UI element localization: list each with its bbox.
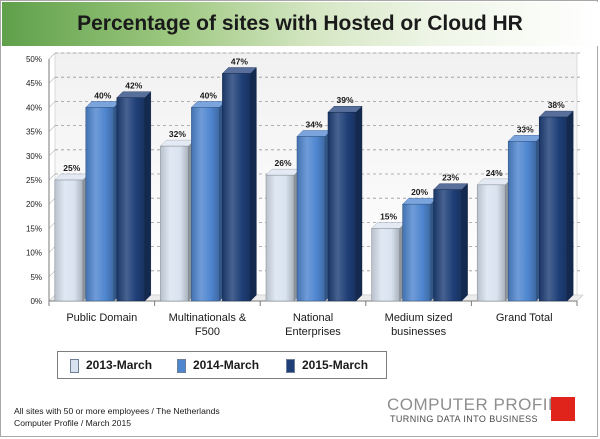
x-category-label: businesses: [391, 326, 447, 338]
bar-top-2014-March: [296, 130, 332, 137]
y-tick-label: 10%: [26, 249, 42, 258]
bar-top-2013-March: [476, 178, 512, 186]
x-category-label: Grand Total: [496, 312, 553, 324]
legend-swatch-2014: [177, 359, 186, 373]
bar-top-2015-March: [116, 91, 152, 98]
bar-2015-March: [433, 189, 462, 302]
gridline-side: [48, 270, 56, 278]
y-tick-label: 35%: [26, 128, 42, 137]
brand-square-icon: [551, 397, 575, 421]
bar-2015-March: [538, 116, 568, 302]
bar-2013-March: [371, 228, 400, 302]
bar-2013-March: [476, 184, 506, 302]
bar-top-2015-March: [433, 183, 469, 190]
legend-label-2014: 2014-March: [193, 358, 260, 372]
data-label: 23%: [442, 173, 459, 183]
data-label: 47%: [231, 57, 248, 67]
label-layer: 25% 40% 42% Public Domain 32% 40% 47% Multinati…: [63, 57, 565, 338]
y-tick-label: 25%: [26, 176, 42, 185]
footnote: All sites with 50 or more employees / Th…: [14, 405, 220, 429]
y-tick-label: 40%: [26, 103, 42, 112]
data-label: 42%: [125, 81, 142, 91]
brand-name: COMPUTER PROFILE: [387, 395, 570, 414]
bar-top-2014-March: [402, 197, 438, 205]
bar-top-2015-March: [221, 67, 257, 74]
x-category-label: Enterprises: [285, 326, 341, 338]
bar-side-2015-March: [567, 110, 574, 302]
data-label: 38%: [548, 100, 565, 110]
brand-tagline: TURNING DATA INTO BUSINESS: [390, 414, 538, 424]
data-label: 32%: [169, 129, 186, 139]
data-label: 33%: [517, 124, 534, 134]
bar-2014-March: [296, 136, 326, 302]
bar-side-2015-March: [144, 91, 152, 302]
legend-label-2015: 2015-March: [302, 358, 369, 372]
data-label: 20%: [411, 187, 428, 197]
gridline-side: [48, 222, 56, 229]
data-label: 26%: [274, 158, 291, 168]
bar-side-2015-March: [250, 67, 257, 302]
title-band: Percentage of sites with Hosted or Cloud…: [2, 2, 598, 46]
y-tick-label: 15%: [26, 224, 42, 233]
brand-logo: COMPUTER PROFILE TURNING DATA INTO BUSIN…: [387, 395, 587, 425]
y-tick-label: 45%: [26, 79, 42, 88]
gridline-side: [48, 125, 56, 132]
data-label: 40%: [200, 90, 217, 100]
bar-top-2015-March: [538, 110, 574, 118]
bar-2014-March: [85, 107, 115, 302]
gridline-side: [48, 149, 56, 157]
chart-title: Percentage of sites with Hosted or Cloud…: [77, 12, 523, 35]
data-label: 24%: [486, 168, 503, 178]
bar-side-2015-March: [355, 105, 363, 302]
bar-2015-March: [116, 97, 146, 302]
legend-swatch-2013: [70, 359, 79, 373]
gridline-side: [48, 246, 56, 253]
legend-label-2013: 2013-March: [86, 358, 153, 372]
legend: 2013-March 2014-March 2015-March: [57, 351, 387, 379]
x-category-label: Multinationals &: [169, 312, 247, 324]
x-category-label: F500: [195, 326, 220, 338]
bar-top-2013-March: [159, 139, 195, 147]
bar-top-2014-March: [507, 135, 543, 142]
gridline-side: [48, 173, 56, 181]
bar-2014-March: [402, 203, 431, 302]
gridline-side: [48, 76, 56, 84]
y-tick-label: 20%: [26, 200, 42, 209]
bar-top-2014-March: [85, 101, 121, 108]
gridline-side: [48, 197, 56, 205]
bar-side-2015-March: [461, 183, 468, 302]
bar-top-2013-March: [54, 173, 90, 181]
bar-2013-March: [160, 145, 189, 302]
bar-top-2013-March: [371, 222, 407, 229]
data-label: 39%: [336, 95, 353, 105]
data-label: 34%: [305, 119, 322, 129]
bar-top-2015-March: [327, 106, 363, 113]
bar-2015-March: [327, 111, 357, 302]
footnote-line-2: Computer Profile / March 2015: [14, 418, 132, 428]
x-category-label: Medium sized: [385, 312, 453, 324]
bar-2015-March: [222, 73, 251, 302]
footnote-line-1: All sites with 50 or more employees / Th…: [14, 406, 220, 416]
y-tick-label: 50%: [26, 55, 42, 64]
x-category-label: Public Domain: [66, 312, 137, 324]
gridline-side: [48, 101, 56, 108]
data-label: 40%: [94, 90, 111, 100]
y-tick-label: 30%: [26, 152, 42, 161]
bar-2013-March: [265, 174, 295, 302]
bar-2014-March: [191, 107, 220, 302]
bar-2013-March: [54, 179, 84, 302]
data-label: 15%: [380, 211, 397, 221]
bar-top-2014-March: [190, 101, 226, 108]
bar-top-2013-March: [265, 168, 301, 176]
y-tick-label: 5%: [30, 273, 42, 282]
gridline-side: [48, 52, 56, 60]
bar-2014-March: [507, 141, 537, 302]
data-label: 25%: [63, 163, 80, 173]
bar-layer: [54, 67, 574, 302]
x-category-label: National: [293, 312, 333, 324]
y-tick-label: 0%: [30, 297, 42, 306]
legend-swatch-2015: [286, 359, 295, 373]
